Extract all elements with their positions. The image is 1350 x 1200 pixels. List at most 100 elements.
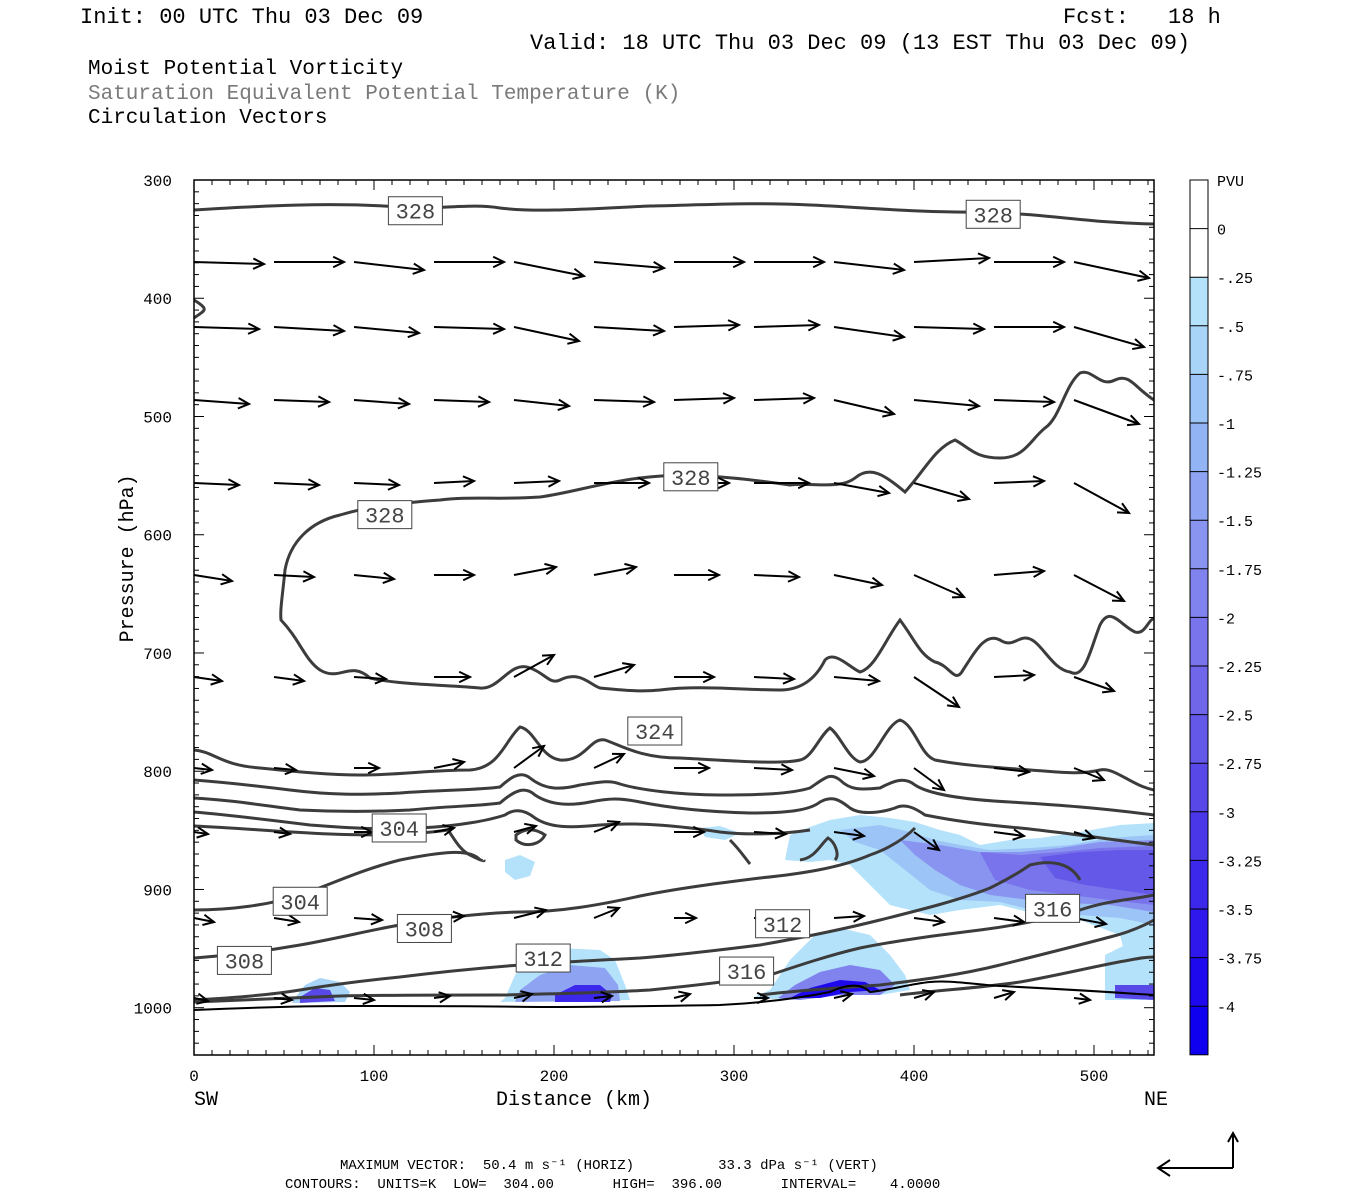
circulation-vector bbox=[833, 326, 907, 342]
thetae-contour-line bbox=[194, 851, 482, 912]
circulation-vector bbox=[273, 914, 302, 927]
thetae-contour-line bbox=[799, 836, 839, 862]
circulation-vector bbox=[353, 571, 397, 585]
circulation-vector bbox=[674, 825, 707, 839]
circulation-vector bbox=[433, 824, 457, 837]
contour-label: 316 bbox=[1025, 893, 1081, 923]
mpv-region bbox=[1105, 932, 1154, 1000]
circulation-vector bbox=[273, 762, 299, 776]
contour-label: 304 bbox=[272, 886, 328, 916]
valid-time: Valid: 18 UTC Thu 03 Dec 09 (13 EST Thu … bbox=[530, 31, 1191, 56]
svg-text:304: 304 bbox=[379, 818, 419, 843]
circulation-vector bbox=[913, 989, 937, 1001]
circulation-vector bbox=[193, 478, 242, 491]
circulation-vector bbox=[593, 752, 627, 769]
circulation-vector bbox=[1073, 676, 1117, 694]
circulation-vector bbox=[753, 827, 789, 840]
circulation-vector bbox=[273, 992, 295, 1005]
circulation-vector bbox=[593, 562, 639, 576]
contour-label: 312 bbox=[515, 943, 571, 973]
y-tick-label: 400 bbox=[143, 291, 172, 309]
circulation-vector bbox=[993, 989, 1017, 1001]
thetae-contour-line bbox=[899, 955, 1154, 997]
circulation-vector bbox=[833, 399, 897, 418]
colorbar-swatch bbox=[1190, 666, 1208, 715]
circulation-vector bbox=[1073, 992, 1093, 1005]
colorbar-unit: PVU bbox=[1217, 174, 1244, 191]
colorbar-swatch bbox=[1190, 374, 1208, 423]
svg-text:328: 328 bbox=[396, 201, 436, 226]
circulation-vector bbox=[833, 574, 885, 589]
circulation-vector bbox=[193, 762, 215, 775]
circulation-vector bbox=[754, 255, 827, 269]
circulation-vector bbox=[833, 261, 907, 275]
circulation-vector bbox=[673, 319, 742, 332]
thetae-contour-line bbox=[194, 773, 1154, 817]
sw-end-label: SW bbox=[194, 1089, 218, 1112]
x-tick-label: 200 bbox=[540, 1068, 569, 1086]
circulation-vector bbox=[274, 255, 347, 269]
circulation-vector bbox=[193, 992, 211, 1005]
circulation-vector bbox=[353, 261, 427, 275]
circulation-vector bbox=[193, 573, 235, 586]
colorbar-swatch bbox=[1190, 909, 1208, 958]
circulation-vector bbox=[833, 990, 855, 1003]
contour-label: 304 bbox=[371, 813, 427, 843]
circulation-vector bbox=[674, 911, 699, 925]
colorbar-level-label: -3.25 bbox=[1217, 854, 1262, 871]
contour-label: 328 bbox=[663, 462, 719, 492]
circulation-vector bbox=[753, 570, 802, 583]
field-title-vectors: Circulation Vectors bbox=[88, 107, 328, 130]
colorbar-level-label: -1.25 bbox=[1217, 466, 1262, 483]
circulation-vector bbox=[1073, 482, 1132, 515]
plot-axes: 0 100 200 300 400 500 300 400 500 600 700 800 900 100… bbox=[117, 173, 1168, 1112]
circulation-vector bbox=[353, 672, 389, 685]
thetae-contour-line bbox=[194, 809, 811, 836]
circulation-vector bbox=[593, 324, 667, 337]
field-title-mpv: Moist Potential Vorticity bbox=[88, 58, 404, 81]
terrain-line bbox=[194, 980, 1154, 1011]
colorbar-swatch bbox=[1190, 568, 1208, 618]
circulation-vector bbox=[674, 255, 747, 269]
circulation-vector bbox=[513, 990, 535, 1003]
svg-text:312: 312 bbox=[763, 914, 803, 939]
colorbar-swatch bbox=[1190, 763, 1208, 812]
circulation-vector bbox=[513, 475, 562, 488]
contour-label: 308 bbox=[216, 945, 272, 975]
circulation-vector bbox=[753, 672, 797, 685]
colorbar-swatch bbox=[1190, 520, 1208, 569]
circulation-vector bbox=[273, 826, 293, 839]
colorbar-swatch bbox=[1190, 277, 1208, 326]
circulation-vector bbox=[433, 395, 492, 408]
forecast-hour: 18 h bbox=[1168, 5, 1221, 30]
colorbar-level-label: -3.75 bbox=[1217, 952, 1262, 969]
circulation-vector bbox=[833, 767, 877, 780]
circulation-vector bbox=[833, 910, 867, 923]
colorbar-swatch bbox=[1190, 957, 1208, 1007]
circulation-vector bbox=[593, 662, 637, 678]
colorbar-level-label: -3.5 bbox=[1217, 903, 1253, 920]
circulation-vector bbox=[273, 395, 332, 408]
mpv-shading bbox=[195, 815, 1154, 1003]
colorbar-level-label: -1.75 bbox=[1217, 563, 1262, 580]
y-tick-label: 1000 bbox=[134, 1001, 172, 1019]
max-vector-note: MAXIMUM VECTOR: 50.4 m s⁻¹ (HORIZ) 33.3 … bbox=[340, 1158, 878, 1174]
forecast-label: Fcst: bbox=[1063, 5, 1130, 30]
circulation-vector bbox=[193, 257, 267, 270]
circulation-vector bbox=[193, 673, 225, 686]
circulation-vector bbox=[674, 670, 717, 684]
contour-label: 316 bbox=[719, 956, 775, 986]
circulation-vector bbox=[193, 913, 217, 926]
x-tick-label: 100 bbox=[360, 1068, 389, 1086]
circulation-vector bbox=[913, 482, 972, 502]
x-tick-label: 300 bbox=[720, 1068, 749, 1086]
circulation-vector bbox=[433, 991, 453, 1004]
contour-label: 324 bbox=[627, 716, 683, 746]
circulation-vector bbox=[513, 906, 549, 919]
colorbar-swatch bbox=[1190, 1006, 1208, 1055]
circulation-vector bbox=[593, 261, 667, 274]
circulation-vector bbox=[674, 761, 712, 775]
x-tick-label: 500 bbox=[1080, 1068, 1109, 1086]
contour-label: 308 bbox=[396, 913, 452, 943]
reference-vector-icon bbox=[1156, 1130, 1239, 1177]
